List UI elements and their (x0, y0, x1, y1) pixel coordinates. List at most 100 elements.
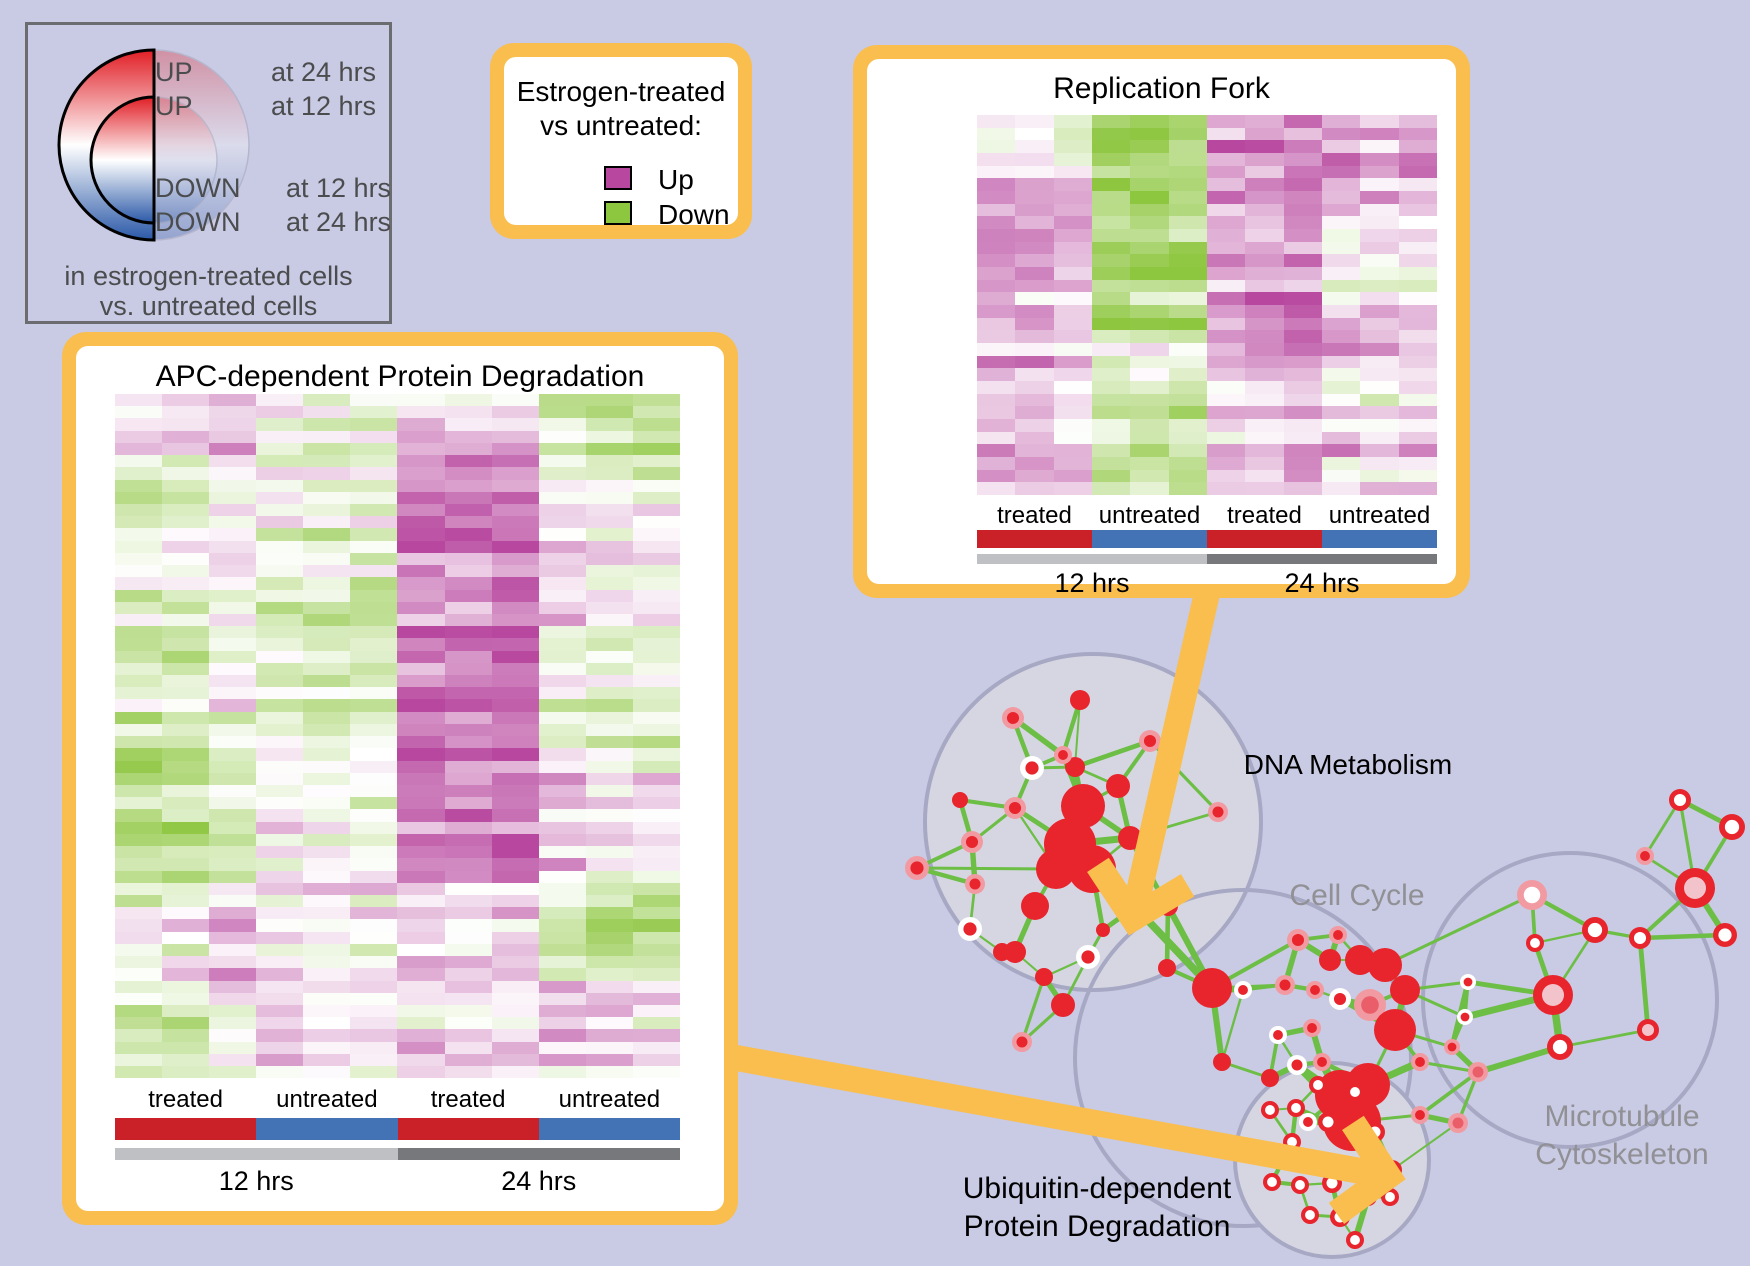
heatmap-cell (1398, 165, 1437, 179)
condition-label: treated (997, 502, 1072, 529)
heatmap-cell (491, 662, 539, 676)
heatmap-cell (256, 919, 304, 932)
untreated-bar (1092, 530, 1207, 548)
heatmap-cell (256, 1053, 304, 1067)
heatmap-cell (1091, 165, 1131, 179)
heatmap-cell (209, 589, 257, 602)
heatmap-cell (585, 797, 633, 810)
heatmap-cell (538, 638, 586, 651)
heatmap-cell (1283, 469, 1322, 483)
heatmap-cell (115, 577, 163, 590)
treated-bar (977, 530, 1092, 548)
heatmap-cell (1360, 419, 1399, 432)
heatmap-cell (350, 760, 398, 773)
heatmap-cell (115, 503, 163, 517)
heatmap-cell (632, 1017, 680, 1030)
heatmap-cell (444, 430, 492, 443)
heatmap-cell (1245, 254, 1284, 268)
heatmap-cell (162, 650, 210, 663)
time-labels: 12 hrs 24 hrs (115, 1166, 680, 1197)
heatmap-cell (209, 565, 257, 578)
cluster-label-line: DNA Metabolism (1243, 749, 1453, 780)
heatmap-cell (397, 711, 445, 724)
heatmap-cell (1130, 241, 1169, 255)
heatmap-cell (1398, 292, 1437, 306)
heatmap-cell (209, 479, 257, 492)
heatmap-cell (303, 1066, 351, 1079)
heatmap-cell (397, 809, 445, 822)
heatmap-cell (1015, 178, 1054, 192)
heatmap-cell (1168, 115, 1207, 128)
heatmap-cell (977, 355, 1016, 369)
heatmap-cell (585, 736, 633, 749)
heatmap-cell (491, 785, 539, 798)
heatmap-cell (1053, 330, 1092, 344)
heatmap-cell (1015, 241, 1054, 255)
heatmap-cell (491, 1029, 539, 1042)
heatmap-cell (1130, 343, 1169, 356)
heatmap-cell (209, 650, 257, 663)
heatmap-cell (209, 1029, 257, 1042)
heatmap-cell (585, 626, 633, 639)
heatmap-cell (397, 1017, 445, 1030)
heatmap-cell (162, 1041, 210, 1054)
heatmap-cell (1321, 469, 1361, 483)
heatmap-cell (1360, 368, 1399, 382)
heatmap-cell (115, 467, 163, 480)
heatmap-cell (350, 430, 398, 443)
heatmap-cell (1398, 127, 1437, 141)
heatmap-cell (444, 528, 492, 541)
gene-node-core (1238, 985, 1248, 995)
heatmap-cell (1130, 191, 1169, 204)
heatmap-cell (256, 809, 304, 822)
heatmap-cell (1091, 469, 1131, 483)
heatmap-cell (350, 675, 398, 688)
heatmap-cell (1245, 469, 1284, 483)
condition-label: untreated (276, 1086, 378, 1113)
heatmap-cell (1398, 393, 1437, 407)
gene-node-core (1291, 1103, 1301, 1113)
heatmap-cell (585, 613, 633, 627)
heatmap-cell (1053, 381, 1092, 394)
gene-node-solid-red (1158, 959, 1176, 977)
heatmap-cell (256, 479, 304, 492)
heatmap-cell (632, 711, 680, 724)
heatmap-cell (115, 491, 163, 504)
heatmap-cell (538, 882, 586, 895)
heatmap-cell (1245, 330, 1284, 344)
heatmap-cell (115, 601, 163, 614)
heatmap-cell (1015, 368, 1054, 382)
gene-node-core (1287, 1137, 1297, 1147)
heatmap-cell (397, 931, 445, 944)
heatmap-cell (1130, 317, 1169, 331)
heatmap-cell (397, 760, 445, 773)
heatmap-cell (585, 418, 633, 431)
network-edge (1020, 976, 1046, 1043)
heatmap-cell (444, 736, 492, 749)
heatmap-cell (115, 882, 163, 895)
gene-node-solid-red (1261, 1069, 1279, 1087)
heatmap-cell (977, 457, 1016, 470)
heatmap-cell (1360, 115, 1399, 128)
heatmap-cell (256, 882, 304, 895)
heatmap-cell (1091, 355, 1131, 369)
heatmap-cell (491, 626, 539, 639)
heatmap-cell (1091, 292, 1131, 306)
heatmap-cell (350, 772, 398, 785)
heatmap-cell (585, 540, 633, 553)
heatmap-cell (303, 516, 351, 529)
heatmap-cell (397, 601, 445, 614)
heatmap-cell (162, 1066, 210, 1079)
heatmap-cell (303, 785, 351, 798)
heatmap-cell (256, 442, 304, 456)
key-caption-line2: vs. untreated cells (99, 291, 318, 321)
heatmap-cell (209, 394, 257, 407)
heatmap-cell (1130, 482, 1169, 496)
heatmap-cell (1091, 140, 1131, 154)
heatmap-cell (1015, 457, 1054, 470)
heatmap-cell (303, 552, 351, 566)
heatmap-cell (1130, 469, 1169, 483)
heatmap-cell (538, 1004, 586, 1018)
gene-node-solid-red (1345, 945, 1375, 975)
heatmap-cell (397, 772, 445, 785)
